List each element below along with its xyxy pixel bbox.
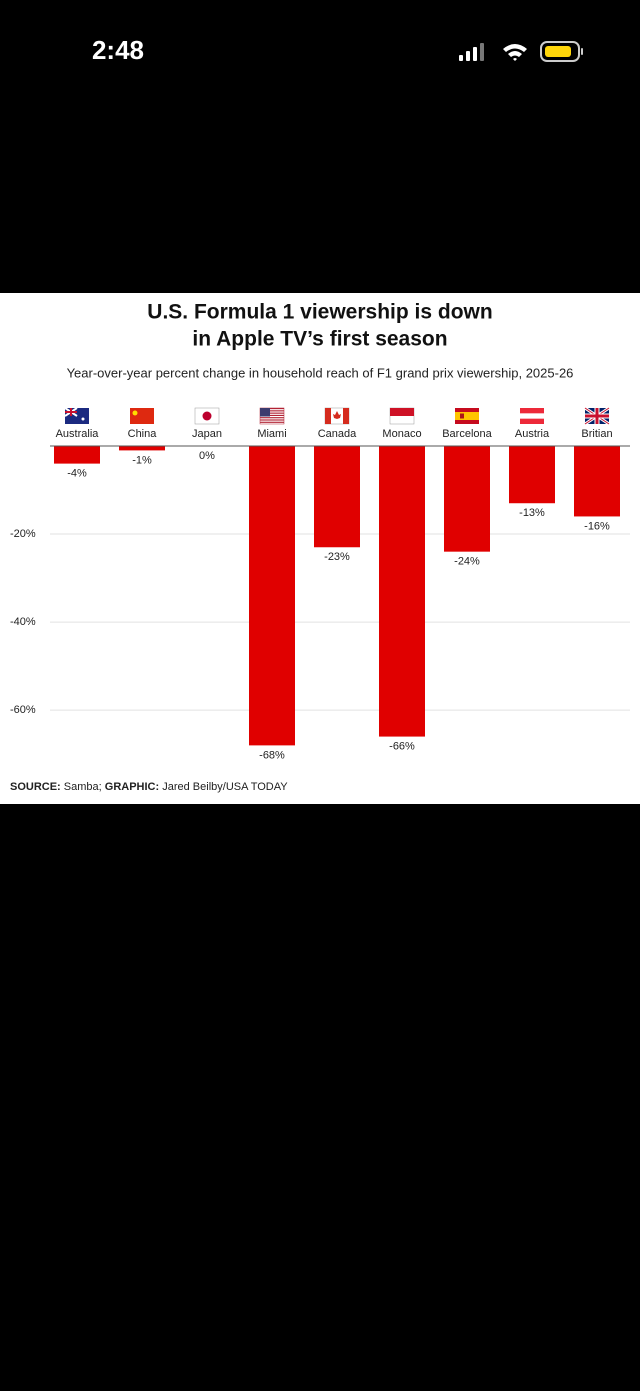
flag: [390, 408, 414, 416]
x-tick-label: Britian: [581, 428, 612, 440]
flag-icon: [324, 407, 350, 425]
flag: [260, 414, 284, 416]
value-label: 0%: [199, 450, 215, 462]
flag-icon: [259, 407, 285, 425]
value-label: -13%: [519, 507, 545, 519]
chart-subtitle: Year-over-year percent change in househo…: [67, 365, 574, 380]
flag: [260, 408, 284, 410]
chart-title: in Apple TV’s first season: [192, 328, 447, 351]
flag: [343, 408, 349, 424]
bar: [379, 446, 425, 737]
flag: [460, 413, 464, 419]
flag: [130, 408, 154, 424]
flag-icon: [130, 408, 154, 424]
value-label: -23%: [324, 551, 350, 563]
bar: [574, 446, 620, 517]
flag-icon: [520, 408, 544, 424]
flag: [455, 412, 479, 420]
flag-icon: [584, 406, 610, 426]
flag: [260, 417, 284, 419]
flag-icon: [194, 407, 220, 425]
bar: [509, 446, 555, 504]
flag: [333, 411, 341, 419]
flag: [260, 408, 270, 417]
status-icons: [459, 41, 583, 62]
flag: [585, 408, 609, 424]
x-tick-label: Miami: [257, 428, 286, 440]
y-tick-label: -20%: [10, 528, 36, 540]
flag: [81, 417, 85, 421]
bar: [444, 446, 490, 552]
flag: [520, 413, 544, 419]
x-tick-label: China: [128, 428, 158, 440]
source: Samba;: [64, 781, 102, 793]
chart-panel: [0, 293, 640, 804]
value-label: -1%: [132, 454, 152, 466]
value-label: -68%: [259, 749, 285, 761]
y-tick-label: -60%: [10, 704, 36, 716]
y-tick-label: -40%: [10, 616, 36, 628]
flag: [260, 412, 284, 414]
source-label: SOURCE:: [10, 781, 61, 793]
value-label: -4%: [67, 468, 87, 480]
bar: [119, 446, 165, 451]
value-label: -16%: [584, 520, 610, 532]
bar: [54, 446, 100, 464]
x-tick-label: Australia: [56, 428, 100, 440]
flag: [325, 408, 331, 424]
flag: [260, 421, 284, 423]
flag-icon: [389, 407, 415, 425]
status-time: 2:48: [92, 35, 144, 65]
x-tick-label: Barcelona: [442, 428, 492, 440]
flag-icon: [64, 407, 89, 424]
chart-title: U.S. Formula 1 viewership is down: [147, 301, 492, 324]
x-tick-label: Austria: [515, 428, 550, 440]
x-tick-label: Japan: [192, 428, 222, 440]
x-tick-label: Canada: [318, 428, 357, 440]
flag: [202, 411, 212, 421]
value-label: -66%: [389, 740, 415, 752]
x-tick-label: Monaco: [382, 428, 421, 440]
flag: [132, 410, 138, 416]
source-note: SOURCE: Samba; GRAPHIC: Jared Beilby/USA…: [10, 781, 288, 793]
graphic: Jared Beilby/USA TODAY: [162, 781, 288, 793]
bar: [314, 446, 360, 548]
graphic-label: GRAPHIC:: [105, 781, 159, 793]
bar: [249, 446, 295, 746]
flag: [260, 419, 284, 421]
flag: [260, 410, 284, 412]
flag-icon: [455, 408, 479, 424]
value-label: -24%: [454, 556, 480, 568]
flag: [65, 408, 77, 416]
